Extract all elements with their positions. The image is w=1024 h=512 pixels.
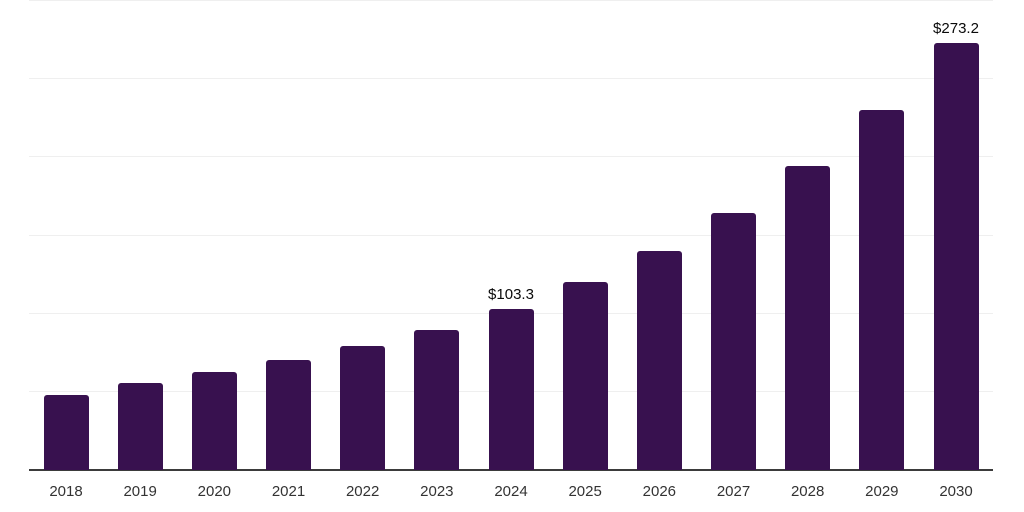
x-tick-label-2024: 2024 [494, 483, 528, 500]
bar-2024 [488, 308, 534, 470]
x-tick-label-2027: 2027 [716, 483, 751, 500]
x-tick-label-2026: 2026 [642, 483, 677, 500]
x-axis-line [29, 469, 993, 471]
bar-2030 [933, 42, 979, 470]
bar-2022 [340, 345, 386, 470]
bar-2029 [859, 109, 905, 470]
x-tick-label-2019: 2019 [123, 483, 157, 500]
bar-2028 [785, 166, 831, 470]
gridline-300 [29, 0, 993, 1]
x-tick-label-2022: 2022 [345, 483, 380, 500]
x-tick-label-2028: 2028 [790, 483, 825, 500]
x-tick-label-2023: 2023 [420, 483, 454, 500]
x-tick-label-2018: 2018 [49, 483, 83, 500]
gridline-200 [29, 156, 993, 158]
x-tick-label-2029: 2029 [865, 483, 899, 500]
bar-2026 [636, 251, 682, 470]
bar-2018 [43, 395, 89, 470]
x-tick-label-2021: 2021 [271, 483, 306, 500]
data-label-2030: $273.2 [933, 19, 979, 37]
bar-2019 [117, 382, 163, 470]
x-tick-label-2025: 2025 [568, 483, 602, 500]
bar-2023 [414, 329, 460, 470]
bar-2020 [191, 371, 237, 470]
bar-2021 [266, 360, 311, 470]
bar-2025 [562, 282, 608, 470]
data-label-2024: $103.3 [488, 285, 534, 303]
x-tick-label-2030: 2030 [939, 483, 973, 500]
gridline-150 [29, 234, 993, 236]
bar-2027 [711, 213, 756, 470]
gridline-250 [29, 78, 993, 80]
plot-area: $103.3 $273.2 [29, 0, 993, 471]
x-tick-label-2020: 2020 [197, 483, 232, 500]
